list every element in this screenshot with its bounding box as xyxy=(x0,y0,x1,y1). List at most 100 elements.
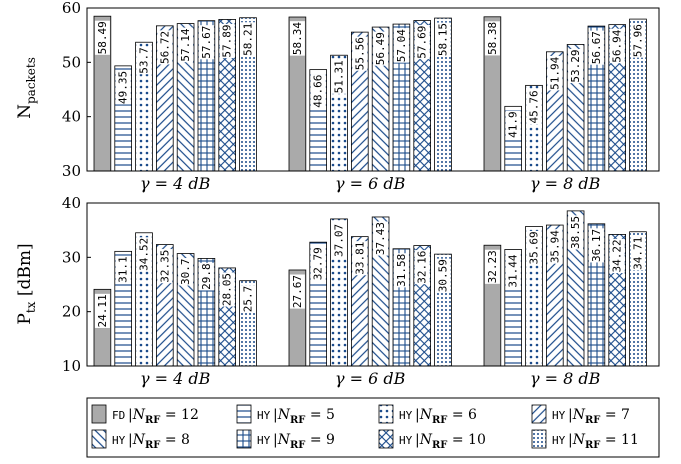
bar-value-label: 51.94 xyxy=(548,56,561,89)
legend-prefix: HY xyxy=(552,434,566,447)
legend-swatch xyxy=(91,429,107,449)
legend-swatch xyxy=(531,404,547,424)
bar-value-label: 32.79 xyxy=(312,247,325,280)
y-tick-label: 20 xyxy=(62,303,81,321)
legend-formula: |NRF = 9 xyxy=(273,432,335,451)
legend-item: HY |NRF = 6 xyxy=(378,404,477,426)
y-tick-label: 40 xyxy=(62,108,81,126)
bar-value-label: 58.21 xyxy=(242,23,255,56)
bar-value-label: 53.7 xyxy=(138,47,151,73)
legend-formula: |NRF = 7 xyxy=(568,407,630,426)
bar-value-label: 29.8 xyxy=(200,263,213,290)
bar-value-label: 45.76 xyxy=(528,90,541,123)
legend-swatch xyxy=(378,404,394,424)
y-tick-label: 10 xyxy=(62,357,81,375)
power-chart: Ptx [dBm] 10 20 30 40 24.11 27.67 32.23 31.1 32… xyxy=(15,194,660,388)
bar-value-label: 32.23 xyxy=(486,250,499,283)
bar-value-label: 41.9 xyxy=(507,111,520,137)
bar-value-label: 51.31 xyxy=(333,60,346,93)
legend-prefix: HY xyxy=(399,409,413,422)
legend-prefix: FD xyxy=(112,409,125,422)
y-axis-label-power: Ptx [dBm] xyxy=(15,243,38,324)
bar-value-label: 31.44 xyxy=(507,254,520,287)
bar-value-label: 48.66 xyxy=(312,75,325,108)
category-label: γ = 8 dB xyxy=(530,369,601,388)
legend-prefix: HY xyxy=(257,434,271,447)
bar-value-label: 49.35 xyxy=(117,71,130,104)
legend-swatch xyxy=(91,404,107,424)
plot-frame xyxy=(86,7,660,172)
bar-value-label: 27.67 xyxy=(291,275,304,308)
bar-value-label: 35.94 xyxy=(548,230,561,263)
bar-value-label: 34.71 xyxy=(632,237,645,270)
legend: FD |NRF = 12 HY |NRF = 5 HY |NRF = 6 HY |NRF = … xyxy=(86,397,660,458)
bar-value-label: 58.34 xyxy=(291,22,304,55)
legend-formula: |NRF = 11 xyxy=(568,432,639,451)
legend-formula: |NRF = 10 xyxy=(415,432,486,451)
bar-value-label: 28.05 xyxy=(221,273,234,306)
bar-value-label: 57.89 xyxy=(221,24,234,57)
y-tick-label: 30 xyxy=(62,248,81,266)
legend-formula: |NRF = 6 xyxy=(415,407,477,426)
category-labels: γ = 4 dB γ = 6 dB γ = 8 dB xyxy=(140,174,601,193)
bar-value-label: 37.43 xyxy=(374,222,387,255)
bar-value-label: 30.7 xyxy=(179,259,192,286)
packets-chart: Npackets 30 40 50 60 58.49 58.34 58.38 49.35 48… xyxy=(15,0,660,193)
bar-value-label: 34.22 xyxy=(611,239,624,272)
y-tick-label: 60 xyxy=(62,0,81,17)
y-tick-label: 30 xyxy=(62,162,81,180)
bar-value-label: 24.11 xyxy=(96,294,109,327)
bar-value-label: 57.14 xyxy=(179,28,192,61)
bar-value-label: 56.94 xyxy=(611,29,624,62)
bar-value-label: 53.29 xyxy=(569,49,582,82)
legend-formula: |NRF = 8 xyxy=(128,432,190,451)
legend-swatch xyxy=(531,429,547,449)
bar-value-label: 58.15 xyxy=(437,23,450,56)
bar-value-label: 55.56 xyxy=(353,37,366,70)
bar-value-label: 57.96 xyxy=(632,24,645,57)
category-labels: γ = 4 dB γ = 6 dB γ = 8 dB xyxy=(140,369,601,388)
bar-value-label: 56.49 xyxy=(374,32,387,65)
legend-swatch xyxy=(236,429,252,449)
bar-value-label: 25.7 xyxy=(242,286,255,313)
category-label: γ = 6 dB xyxy=(335,174,406,193)
bar-value-label: 31.58 xyxy=(395,254,408,287)
legend-formula: |NRF = 12 xyxy=(128,407,199,426)
bar-value-label: 56.72 xyxy=(158,31,171,64)
bars xyxy=(93,210,647,367)
category-label: γ = 6 dB xyxy=(335,369,406,388)
data-labels: 58.49 58.34 58.38 49.35 48.66 41.9 53.7 51.31 45… xyxy=(94,20,646,139)
y-ticks: 30 40 50 60 xyxy=(62,0,91,180)
bar-value-label: 58.38 xyxy=(486,22,499,55)
legend-item: HY |NRF = 10 xyxy=(378,429,486,451)
category-label: γ = 8 dB xyxy=(530,174,601,193)
category-label: γ = 4 dB xyxy=(140,174,211,193)
bar-value-label: 30.59 xyxy=(437,259,450,292)
legend-formula: |NRF = 5 xyxy=(273,407,335,426)
bar-value-label: 37.07 xyxy=(333,224,346,257)
bar-value-label: 38.55 xyxy=(569,216,582,249)
bar-value-label: 32.16 xyxy=(416,251,429,284)
bar-value-label: 33.81 xyxy=(353,242,366,275)
legend-item: HY |NRF = 8 xyxy=(91,429,190,451)
y-tick-label: 40 xyxy=(62,194,81,212)
legend-prefix: HY xyxy=(552,409,566,422)
bar-value-label: 56.67 xyxy=(590,31,603,64)
plot-frame xyxy=(86,202,660,367)
bar-value-label: 35.69 xyxy=(528,231,541,264)
bar-value-label: 57.69 xyxy=(416,26,429,59)
legend-item: HY |NRF = 7 xyxy=(531,404,630,426)
y-tick-label: 50 xyxy=(62,53,81,71)
y-ticks: 10 20 30 40 xyxy=(62,194,91,375)
legend-item: FD |NRF = 12 xyxy=(91,404,199,426)
bar-value-label: 57.67 xyxy=(200,26,213,59)
legend-prefix: HY xyxy=(112,434,126,447)
bar-value-label: 58.49 xyxy=(96,21,109,54)
legend-item: HY |NRF = 11 xyxy=(531,429,639,451)
bar-value-label: 57.04 xyxy=(395,29,408,62)
legend-prefix: HY xyxy=(257,409,271,422)
bar-value-label: 31.1 xyxy=(117,256,130,283)
y-axis-label-packets: Npackets xyxy=(15,57,38,119)
legend-item: HY |NRF = 5 xyxy=(236,404,335,426)
